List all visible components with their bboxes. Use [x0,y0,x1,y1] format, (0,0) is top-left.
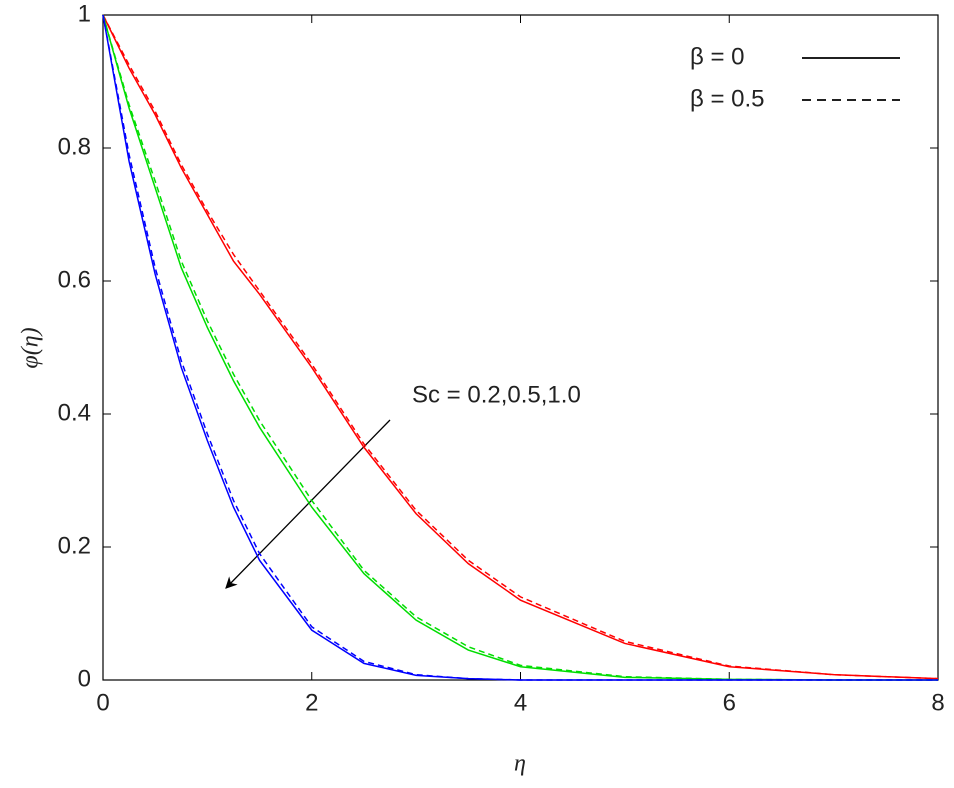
annotation-arrow [225,419,391,589]
series-line [102,14,939,680]
legend-label: β = 0 [690,43,745,70]
x-tick-label: 0 [96,689,109,716]
x-axis-label: η [514,751,526,777]
legend-label: β = 0.5 [690,85,765,112]
plot-frame [102,14,939,681]
x-tick-label: 8 [931,689,944,716]
series-line [102,14,938,681]
annotation: Sc = 0.2,0.5,1.0 [412,381,581,408]
series-line [102,14,938,681]
series-line [102,14,938,681]
x-tick-label: 4 [514,689,527,716]
x-tick-label: 6 [723,689,736,716]
y-tick-label: 0 [78,665,91,692]
y-tick-label: 1 [78,0,91,27]
y-axis-label: φ(η) [18,327,44,368]
series-line [102,14,938,681]
x-tick-label: 2 [305,689,318,716]
y-tick-label: 0.4 [58,399,91,426]
y-tick-label: 0.2 [58,532,91,559]
y-tick-label: 0.8 [58,133,91,160]
y-tick-label: 0.6 [58,266,91,293]
series-line [102,14,939,680]
